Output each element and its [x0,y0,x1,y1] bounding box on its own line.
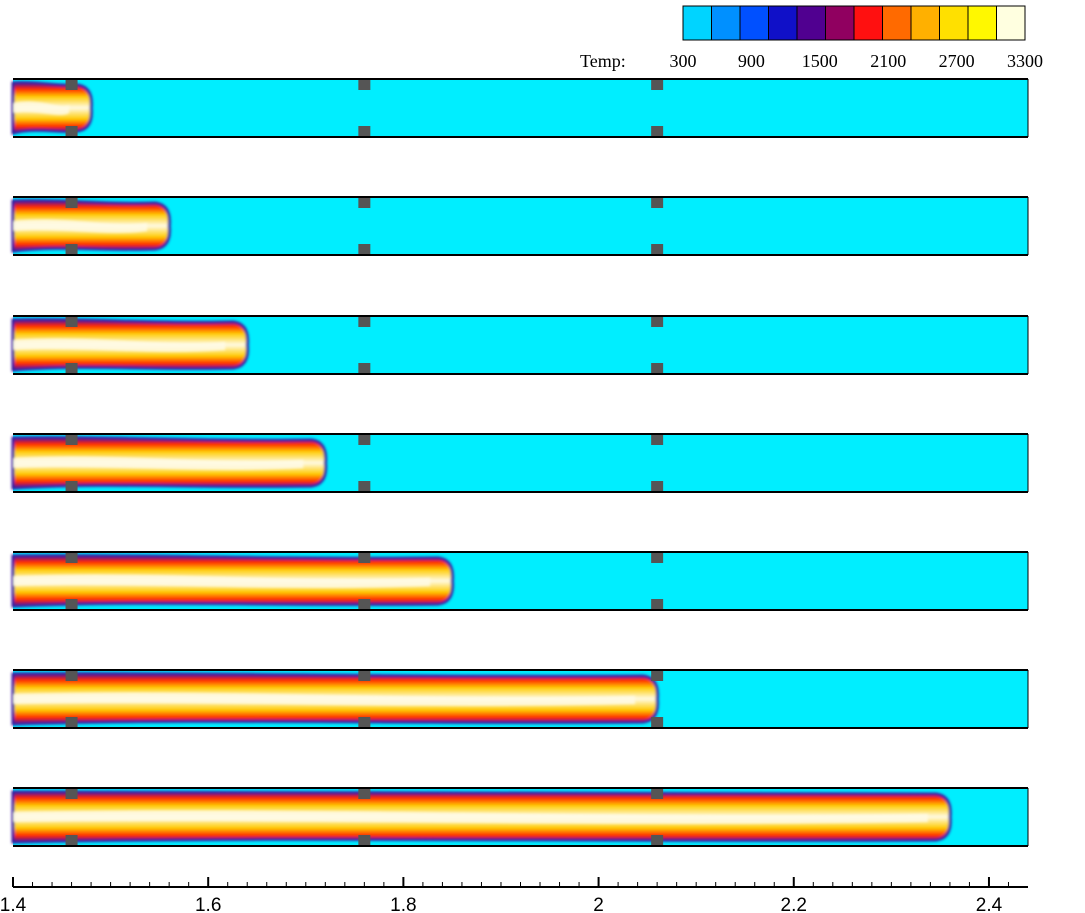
obstacle-top [65,435,78,445]
obstacle-top [358,435,371,445]
obstacle-bottom [651,244,664,254]
flame-hot-core [13,574,431,588]
x-axis-tick-label: 2.4 [976,895,1003,913]
obstacle-bottom [651,835,664,845]
frame-4 [11,433,1029,493]
x-axis-tick-label: 2.2 [781,895,807,913]
x-axis: 1.4 1.6 1.8 2 2.2 2.4 [0,877,1028,913]
frames [11,78,1029,847]
obstacle-bottom [358,835,371,845]
obstacle-top [358,553,371,563]
obstacle-top [651,789,664,799]
obstacle-bottom [65,126,78,136]
obstacle-top [651,435,664,445]
obstacle-bottom [65,363,78,373]
obstacle-bottom [358,363,371,373]
colorbar-tick-label: 1500 [802,51,838,71]
frame-3 [11,315,1029,375]
colorbar-swatch [996,5,1026,41]
x-axis-tick-label: 2 [593,895,604,913]
colorbar-swatch [967,5,997,41]
colorbar-swatch [711,5,741,41]
obstacle-top [651,80,664,90]
obstacle-top [65,80,78,90]
colorbar-tick-labels: 300 900 1500 2100 2700 3300 [670,51,1044,71]
obstacle-top [65,789,78,799]
obstacle-top [651,553,664,563]
flame-hot-core [13,810,928,824]
obstacle-bottom [65,481,78,491]
obstacle-top [651,317,664,327]
flame-hot-core [13,101,70,115]
colorbar-swatch [939,5,969,41]
colorbar-swatch [739,5,769,41]
flame-hot-core [13,219,148,233]
obstacle-bottom [358,244,371,254]
obstacle-bottom [651,717,664,727]
colorbar-swatch [853,5,883,41]
obstacle-top [651,198,664,208]
colorbar-tick-label: 900 [738,51,765,71]
frame-7 [11,787,1029,847]
obstacle-bottom [65,244,78,254]
obstacle-bottom [651,481,664,491]
flame-hot-core [13,456,304,470]
flame-hot-core [13,692,636,706]
obstacle-top [651,671,664,681]
frame-2 [11,196,1029,256]
colorbar-title: Temp: [580,51,626,71]
x-axis-tick-label: 1.8 [390,895,416,913]
obstacle-bottom [651,599,664,609]
colorbar-swatch [796,5,826,41]
frame-5 [11,551,1029,611]
obstacle-bottom [358,717,371,727]
colorbar-swatch [825,5,855,41]
obstacle-bottom [65,599,78,609]
colorbar-swatch [910,5,940,41]
obstacle-bottom [651,363,664,373]
colorbar-tick-label: 300 [670,51,697,71]
x-axis-tick-label: 1.4 [0,895,27,913]
obstacle-bottom [65,717,78,727]
obstacle-top [65,198,78,208]
obstacle-top [65,317,78,327]
colorbar-swatches [682,5,1026,41]
cold-gas-region [13,79,1028,137]
obstacle-top [358,198,371,208]
x-axis-ticks: 1.4 1.6 1.8 2 2.2 2.4 [0,877,1009,913]
cold-gas-region [13,197,1028,255]
obstacle-top [358,671,371,681]
x-axis-tick-label: 1.6 [195,895,221,913]
colorbar-tick-label: 2700 [939,51,975,71]
obstacle-bottom [651,126,664,136]
colorbar-swatch [882,5,912,41]
colorbar-swatch [768,5,798,41]
obstacle-bottom [65,835,78,845]
flame-hot-core [13,338,226,352]
colorbar: Temp: 300 900 1500 2100 2700 3300 [580,5,1044,71]
frame-1 [11,78,1029,138]
obstacle-top [358,789,371,799]
frame-6 [11,669,1029,729]
obstacle-top [65,553,78,563]
obstacle-bottom [358,126,371,136]
obstacle-bottom [358,481,371,491]
colorbar-tick-label: 2100 [870,51,906,71]
colorbar-swatch [682,5,712,41]
obstacle-top [358,317,371,327]
obstacle-top [358,80,371,90]
obstacle-bottom [358,599,371,609]
colorbar-tick-label: 3300 [1007,51,1043,71]
obstacle-top [65,671,78,681]
